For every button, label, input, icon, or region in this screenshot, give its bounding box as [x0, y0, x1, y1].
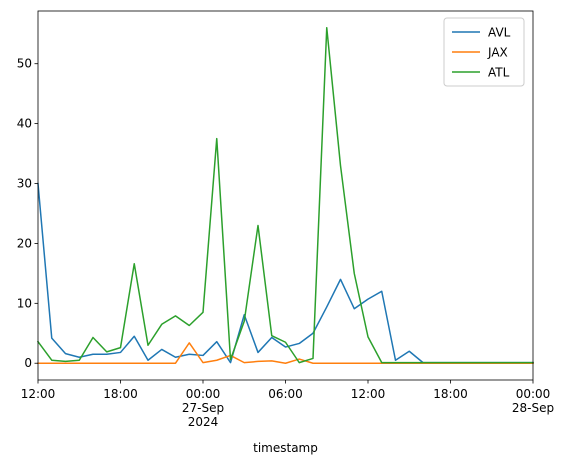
legend: AVL JAX ATL — [443, 17, 525, 87]
legend-label-jax: JAX — [487, 46, 508, 60]
y-tick-label: 30 — [17, 177, 32, 191]
y-tick-label: 0 — [24, 356, 32, 370]
x-tick-label: 00:00 — [186, 387, 221, 401]
x-tick-label: 12:00 — [351, 387, 386, 401]
y-tick-label: 20 — [17, 236, 32, 250]
x-tick-label: 06:00 — [268, 387, 303, 401]
legend-box — [443, 17, 525, 87]
y-tick-label: 10 — [17, 296, 32, 310]
y-tick-label: 50 — [17, 57, 32, 71]
legend-label-avl: AVL — [488, 26, 511, 40]
x-tick-label: 28-Sep — [512, 401, 554, 415]
x-tick-label: 00:00 — [516, 387, 551, 401]
x-axis-title: timestamp — [253, 441, 318, 455]
x-tick-label: 27-Sep — [182, 401, 224, 415]
legend-label-atl: ATL — [488, 66, 510, 80]
x-tick-label: 18:00 — [433, 387, 468, 401]
series-line-atl — [36, 27, 534, 364]
y-tick-label: 40 — [17, 117, 32, 131]
x-tick-label: 12:00 — [21, 387, 56, 401]
series-layer — [36, 27, 534, 364]
x-tick-label: 2024 — [188, 415, 219, 429]
x-tick-label: 18:00 — [103, 387, 138, 401]
